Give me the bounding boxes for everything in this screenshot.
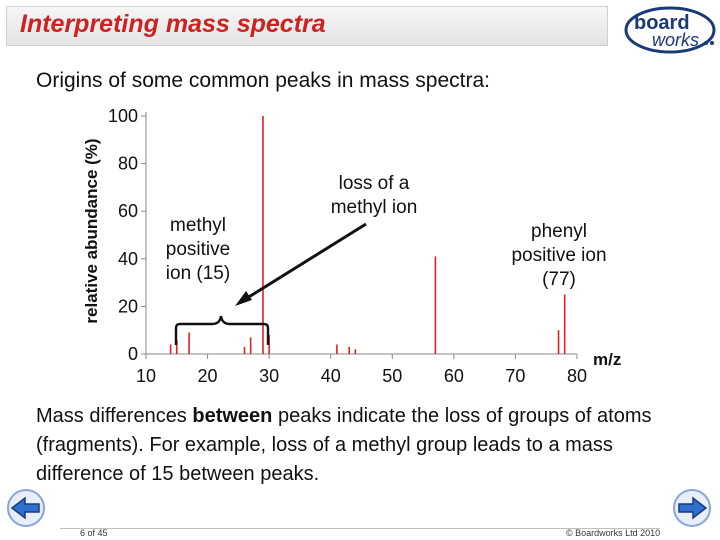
y-tick-label-4: 80 — [118, 154, 138, 174]
brace-marker — [174, 315, 270, 345]
annotation-phenyl-line-3: (77) — [542, 269, 576, 290]
annotation-phenyl-line-1: phenyl — [531, 221, 587, 242]
y-tick-label-2: 40 — [118, 249, 138, 269]
paragraph-before: Mass differences — [36, 405, 193, 427]
x-tick-label-4: 50 — [382, 366, 402, 386]
loss-arrow-line — [243, 222, 367, 302]
annotation-loss-methyl: loss of a methyl ion — [304, 172, 444, 220]
annotation-methyl-line-2: positive — [165, 239, 231, 260]
annotation-loss-line-2: methyl ion — [330, 197, 418, 218]
annotation-phenyl: phenyl positive ion (77) — [484, 220, 634, 292]
paragraph-after: peaks indicate the loss of groups of ato… — [36, 405, 652, 485]
next-slide-button[interactable] — [672, 488, 712, 528]
y-tick-label-0: 0 — [128, 344, 138, 364]
y-tick-label-1: 20 — [118, 296, 138, 316]
arrow-right-icon — [678, 496, 708, 520]
annotation-loss-line-1: loss of a — [338, 173, 410, 194]
x-tick-label-2: 30 — [259, 366, 279, 386]
explanation-paragraph: Mass differences between peaks indicate … — [36, 402, 696, 489]
page-number: 6 of 45 — [80, 528, 108, 538]
x-tick-label-5: 60 — [444, 366, 464, 386]
y-axis-label: relative abundance (%) — [82, 138, 101, 323]
paragraph-bold: between — [192, 405, 273, 427]
page-title: Interpreting mass spectra — [20, 10, 326, 38]
chart-bars — [169, 116, 566, 354]
x-tick-label-7: 80 — [567, 366, 587, 386]
x-tick-label-0: 10 — [136, 366, 156, 386]
x-axis-label: m/z — [593, 350, 621, 369]
previous-slide-button[interactable] — [6, 488, 46, 528]
copyright: © Boardworks Ltd 2010 — [566, 528, 661, 538]
logo-text-works: works — [652, 30, 699, 50]
header: Interpreting mass spectra board works — [0, 0, 720, 56]
annotation-methyl-line-1: methyl — [170, 215, 226, 236]
chart-axes — [145, 112, 577, 355]
annotation-methyl: methyl positive ion (15) — [148, 214, 248, 286]
chart-subtitle: Origins of some common peaks in mass spe… — [36, 69, 491, 92]
annotation-methyl-line-3: ion (15) — [165, 263, 231, 284]
loss-arrow-head — [235, 291, 252, 306]
y-tick-label-5: 100 — [108, 106, 138, 126]
y-tick-label-3: 60 — [118, 201, 138, 221]
x-tick-label-3: 40 — [321, 366, 341, 386]
annotation-phenyl-line-2: positive ion — [511, 245, 607, 266]
arrow-left-icon — [10, 496, 40, 520]
chart-ticks: 0 20 40 60 80 100 10 20 30 40 50 60 70 80 — [108, 106, 587, 386]
title-bar — [6, 6, 608, 46]
logo-text-board: board — [634, 12, 690, 34]
x-tick-label-6: 70 — [505, 366, 525, 386]
footer-divider — [60, 528, 660, 529]
x-tick-label-1: 20 — [198, 366, 218, 386]
boardworks-logo: board works — [624, 6, 716, 54]
